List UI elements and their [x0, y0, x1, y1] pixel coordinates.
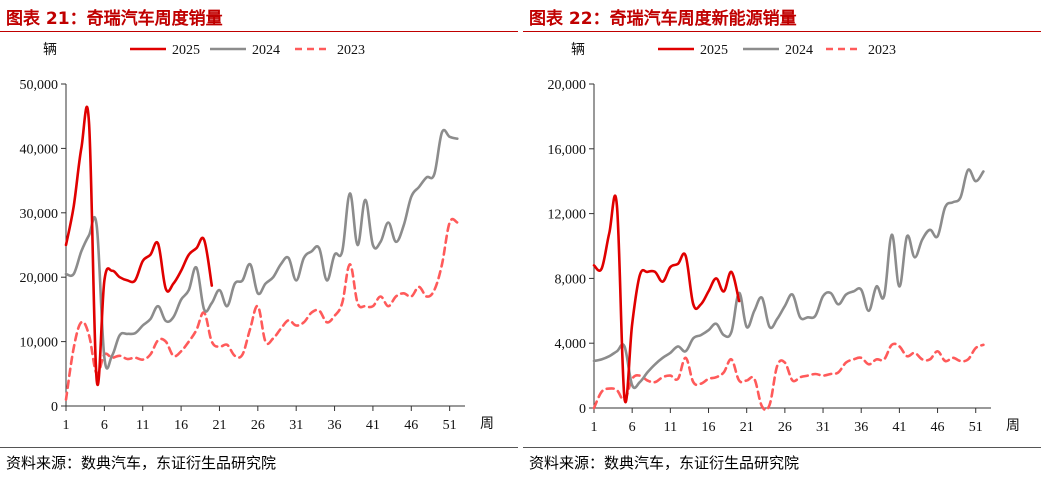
source-divider	[0, 447, 518, 448]
legend-label-2025: 2025	[700, 43, 728, 58]
x-tick-label: 16	[174, 418, 188, 433]
y-tick-label: 50,000	[20, 78, 59, 93]
x-tick-label: 51	[969, 420, 983, 435]
x-axis-unit-label: 周	[480, 416, 494, 432]
legend-label-2024: 2024	[785, 43, 813, 58]
title-divider	[523, 31, 1041, 32]
source-note: 资料来源：数典汽车，东证衍生品研究院	[529, 454, 800, 472]
x-tick-label: 21	[212, 418, 226, 433]
y-tick-label: 40,000	[20, 142, 59, 157]
title-divider	[0, 31, 518, 32]
chart-title: 图表 22：奇瑞汽车周度新能源销量	[529, 9, 797, 29]
x-tick-label: 1	[63, 418, 70, 433]
x-tick-label: 21	[740, 420, 754, 435]
x-tick-label: 36	[854, 420, 868, 435]
source-note: 资料来源：数典汽车，东证衍生品研究院	[6, 454, 277, 472]
x-tick-label: 41	[366, 418, 380, 433]
series-line-2025	[592, 194, 741, 404]
x-tick-label: 1	[591, 420, 598, 435]
y-tick-label: 0	[51, 400, 58, 415]
y-tick-label: 30,000	[20, 207, 59, 222]
y-tick-label: 16,000	[548, 143, 587, 158]
x-tick-label: 26	[778, 420, 792, 435]
legend-label-2024: 2024	[252, 43, 280, 58]
series-line-2023	[64, 217, 459, 401]
x-tick-label: 6	[629, 420, 636, 435]
x-tick-label: 26	[251, 418, 265, 433]
x-tick-label: 11	[136, 418, 149, 433]
chart-panel-right: 图表 22：奇瑞汽车周度新能源销量 辆 0 4,000 8,000 12,000 16,0…	[523, 0, 1045, 487]
x-tick-label: 46	[931, 420, 945, 435]
y-tick-label: 0	[579, 402, 586, 417]
source-divider	[523, 447, 1041, 448]
x-tick-label: 6	[101, 418, 108, 433]
x-tick-label: 31	[289, 418, 303, 433]
y-tick-label: 12,000	[548, 208, 587, 223]
y-tick-label: 4,000	[555, 337, 587, 352]
chart-title: 图表 21：奇瑞汽车周度销量	[6, 9, 223, 29]
y-axis-unit-label: 辆	[43, 42, 57, 58]
series-line-2025	[64, 105, 214, 386]
x-tick-label: 16	[702, 420, 716, 435]
x-tick-label: 11	[664, 420, 677, 435]
series-line-2023	[592, 342, 985, 412]
legend-label-2025: 2025	[172, 43, 200, 58]
legend-label-2023: 2023	[337, 43, 365, 58]
y-tick-label: 20,000	[548, 78, 587, 93]
x-tick-label: 41	[892, 420, 906, 435]
y-tick-label: 20,000	[20, 271, 59, 286]
x-tick-label: 51	[443, 418, 457, 433]
x-tick-label: 31	[816, 420, 830, 435]
y-tick-label: 10,000	[20, 336, 59, 351]
y-axis-unit-label: 辆	[571, 42, 585, 58]
series-line-2024	[64, 128, 459, 370]
x-tick-label: 36	[328, 418, 342, 433]
chart-panel-left: 图表 21：奇瑞汽车周度销量 辆 0 10,000 20,000 30,000 40,00…	[0, 0, 522, 487]
y-tick-label: 8,000	[555, 272, 587, 287]
x-tick-label: 46	[404, 418, 418, 433]
x-axis-unit-label: 周	[1006, 418, 1020, 434]
series-line-2024	[592, 168, 985, 390]
legend-label-2023: 2023	[868, 43, 896, 58]
